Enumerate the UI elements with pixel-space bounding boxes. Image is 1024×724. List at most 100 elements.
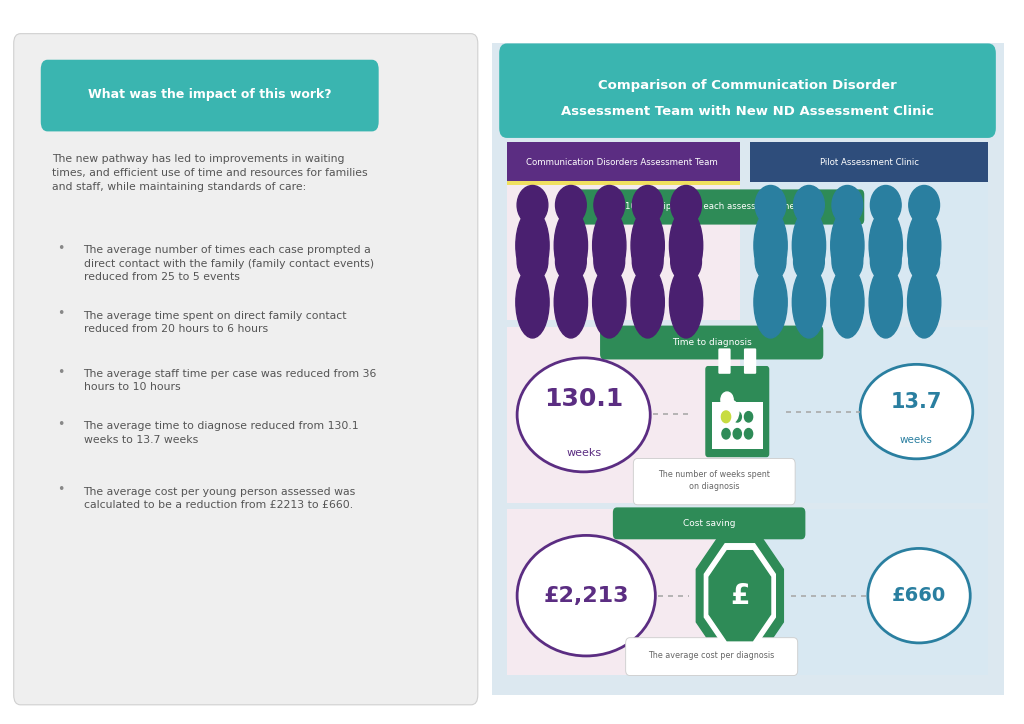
Text: 130.1: 130.1 [544,387,624,411]
Ellipse shape [670,210,702,282]
Circle shape [671,185,701,224]
FancyBboxPatch shape [712,402,763,449]
FancyBboxPatch shape [743,348,756,374]
Circle shape [632,242,664,282]
Text: The average cost per young person assessed was
calculated to be a reduction from: The average cost per young person assess… [84,487,355,510]
Text: £2,213: £2,213 [544,586,629,606]
Circle shape [909,185,940,224]
FancyBboxPatch shape [750,182,988,321]
Text: Time to diagnosis: Time to diagnosis [672,338,752,347]
Ellipse shape [516,266,549,338]
Ellipse shape [907,266,941,338]
Ellipse shape [631,266,665,338]
Text: •: • [57,366,65,379]
Text: Comparison of Communication Disorder: Comparison of Communication Disorder [598,79,897,92]
Text: Assessment Team with New ND Assessment Clinic: Assessment Team with New ND Assessment C… [561,105,934,118]
Circle shape [671,242,701,282]
FancyBboxPatch shape [507,143,739,182]
Circle shape [794,242,824,282]
Text: The average staff time per case was reduced from 36
hours to 10 hours: The average staff time per case was redu… [84,369,377,392]
FancyBboxPatch shape [719,348,731,374]
Circle shape [755,185,786,224]
Circle shape [632,185,664,224]
FancyBboxPatch shape [500,43,995,138]
Circle shape [594,185,625,224]
Circle shape [722,411,730,422]
Text: Communication Disorders Assessment Team: Communication Disorders Assessment Team [526,158,718,167]
Circle shape [733,411,741,422]
Ellipse shape [869,266,902,338]
Ellipse shape [754,210,787,282]
FancyBboxPatch shape [750,510,988,675]
Text: •: • [57,243,65,255]
Polygon shape [705,544,775,647]
Circle shape [721,392,733,408]
Text: The number of weeks spent
on diagnosis: The number of weeks spent on diagnosis [658,471,770,491]
Ellipse shape [517,358,650,472]
Circle shape [744,429,753,439]
Ellipse shape [754,266,787,338]
Text: 10 participants in each assessment method: 10 participants in each assessment metho… [625,202,814,211]
FancyBboxPatch shape [507,510,739,675]
Circle shape [794,185,824,224]
Circle shape [755,242,786,282]
Circle shape [517,242,548,282]
Ellipse shape [830,266,864,338]
FancyBboxPatch shape [574,190,864,224]
Ellipse shape [869,210,902,282]
Circle shape [721,411,730,423]
Text: The average number of times each case prompted a
direct contact with the family : The average number of times each case pr… [84,245,374,282]
Ellipse shape [631,210,665,282]
Ellipse shape [907,210,941,282]
Circle shape [870,242,901,282]
FancyBboxPatch shape [612,508,805,539]
Ellipse shape [516,210,549,282]
Text: •: • [57,484,65,496]
FancyBboxPatch shape [486,37,1009,702]
Text: The average time to diagnose reduced from 130.1
weeks to 13.7 weeks: The average time to diagnose reduced fro… [84,421,359,445]
Circle shape [744,411,753,422]
FancyBboxPatch shape [600,326,823,360]
Text: •: • [57,418,65,431]
FancyBboxPatch shape [507,185,739,321]
FancyBboxPatch shape [706,366,769,458]
Circle shape [870,185,901,224]
Circle shape [517,185,548,224]
Text: •: • [57,308,65,320]
Ellipse shape [793,266,825,338]
Polygon shape [709,551,771,641]
Ellipse shape [554,266,588,338]
Text: Cost saving: Cost saving [683,519,735,529]
Circle shape [909,242,940,282]
FancyBboxPatch shape [626,638,798,675]
Ellipse shape [593,266,626,338]
Circle shape [722,429,730,439]
FancyBboxPatch shape [507,327,739,502]
Ellipse shape [554,210,588,282]
Ellipse shape [723,400,738,423]
Text: weeks: weeks [900,434,933,445]
FancyBboxPatch shape [750,143,988,182]
Text: 13.7: 13.7 [891,392,942,412]
Circle shape [555,185,586,224]
FancyBboxPatch shape [13,33,478,705]
Circle shape [831,242,862,282]
Text: Pilot Assessment Clinic: Pilot Assessment Clinic [820,158,919,167]
Text: The new pathway has led to improvements in waiting
times, and efficient use of t: The new pathway has led to improvements … [52,154,368,192]
Ellipse shape [860,364,973,459]
Ellipse shape [793,210,825,282]
FancyBboxPatch shape [41,59,379,132]
Text: The average time spent on direct family contact
reduced from 20 hours to 6 hours: The average time spent on direct family … [84,311,347,334]
FancyBboxPatch shape [633,458,795,505]
Text: £660: £660 [892,586,946,605]
FancyBboxPatch shape [507,181,739,185]
Circle shape [831,185,862,224]
Ellipse shape [867,549,971,643]
Circle shape [555,242,586,282]
Text: The average cost per diagnosis: The average cost per diagnosis [648,652,775,660]
Text: £: £ [730,581,750,610]
Text: weeks: weeks [566,447,601,458]
FancyBboxPatch shape [750,327,988,502]
Ellipse shape [830,210,864,282]
Polygon shape [696,532,783,660]
